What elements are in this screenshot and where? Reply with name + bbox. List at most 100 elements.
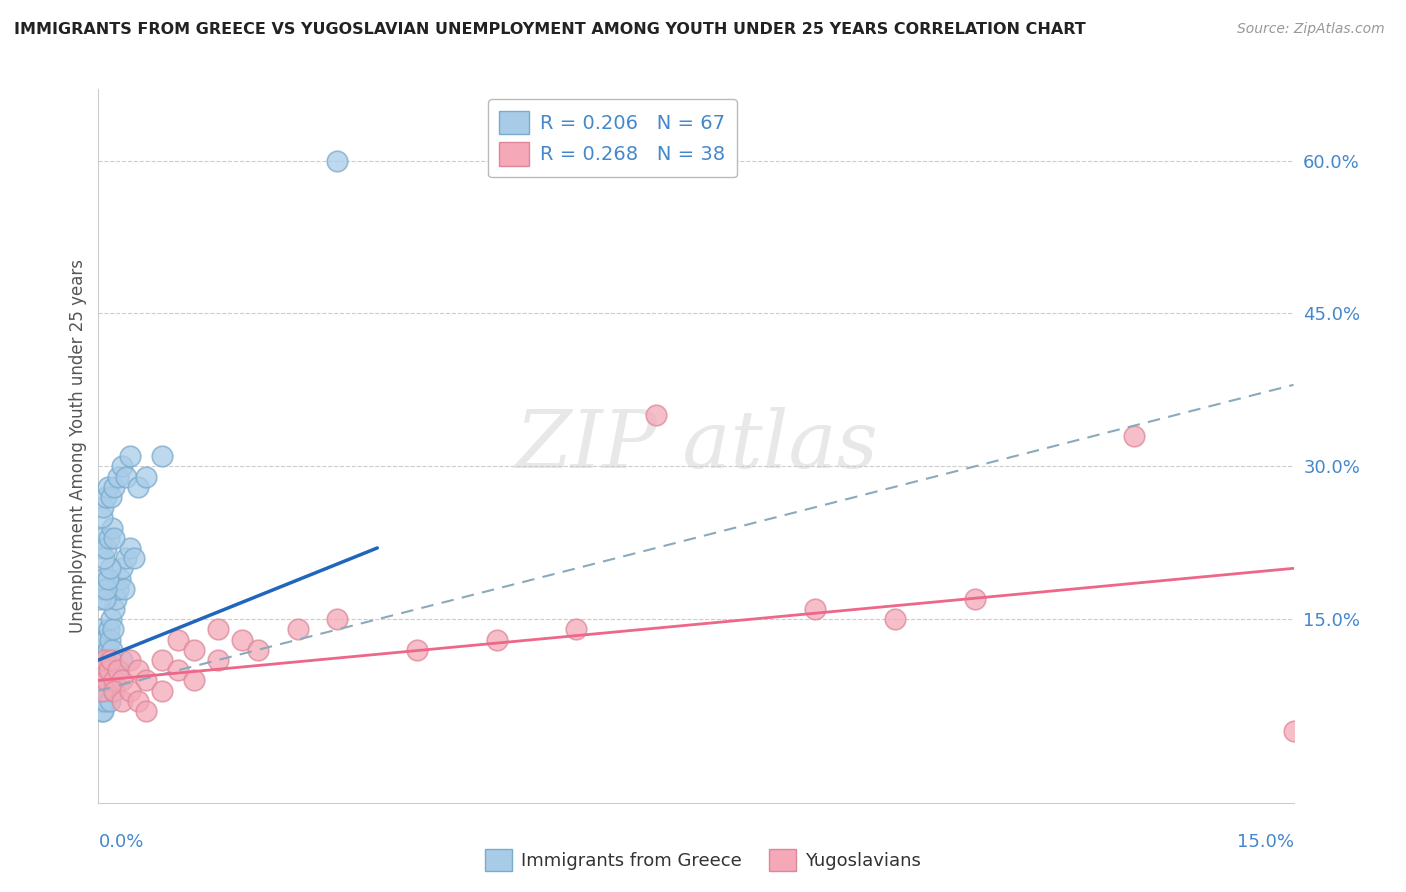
Point (94, 490, 117, 504)
Point (127, 663, 149, 677)
Text: Source: ZipAtlas.com: Source: ZipAtlas.com (1237, 22, 1385, 37)
Point (406, 643, 429, 657)
Point (91, 531, 114, 545)
Point (111, 694, 134, 708)
Point (565, 623, 588, 637)
Point (101, 643, 124, 657)
Y-axis label: Unemployment Among Youth under 25 years: Unemployment Among Youth under 25 years (69, 259, 87, 633)
Text: IMMIGRANTS FROM GREECE VS YUGOSLAVIAN UNEMPLOYMENT AMONG YOUTH UNDER 25 YEARS CO: IMMIGRANTS FROM GREECE VS YUGOSLAVIAN UN… (14, 22, 1085, 37)
Point (326, 612, 349, 626)
Point (103, 683, 125, 698)
Point (96, 582, 118, 596)
Point (94, 653, 117, 667)
Point (111, 653, 134, 667)
Point (104, 591, 127, 606)
Point (150, 653, 173, 667)
Point (89, 591, 111, 606)
Point (90, 653, 112, 667)
Point (167, 663, 190, 677)
Point (963, 591, 986, 606)
Point (112, 582, 135, 596)
Point (120, 449, 142, 463)
Point (91, 572, 114, 586)
Point (207, 653, 229, 667)
Legend: R = 0.206   N = 67, R = 0.268   N = 38: R = 0.206 N = 67, R = 0.268 N = 38 (488, 99, 737, 178)
Point (111, 673, 134, 688)
Point (115, 551, 138, 566)
Legend: Immigrants from Greece, Yugoslavians: Immigrants from Greece, Yugoslavians (478, 842, 928, 879)
Point (97, 643, 120, 657)
Point (100, 653, 122, 667)
Point (101, 520, 124, 534)
Point (91, 683, 114, 698)
Point (183, 673, 205, 688)
Point (115, 469, 138, 483)
Point (111, 459, 134, 474)
Point (1282, 724, 1305, 739)
Point (91, 500, 114, 515)
Text: 0.0%: 0.0% (98, 833, 143, 851)
Point (183, 643, 205, 657)
Point (94, 663, 117, 677)
Point (645, 409, 668, 423)
Point (96, 541, 118, 555)
Point (91, 704, 114, 718)
Point (101, 683, 124, 698)
Point (804, 602, 827, 616)
Point (103, 531, 125, 545)
Point (90, 673, 112, 688)
Point (107, 663, 129, 677)
Point (100, 612, 122, 626)
Point (98, 653, 121, 667)
Point (101, 623, 124, 637)
Point (93, 632, 115, 647)
Point (103, 480, 125, 494)
Point (103, 602, 125, 616)
Point (135, 469, 157, 483)
Point (135, 704, 157, 718)
Point (287, 623, 309, 637)
Point (97, 572, 120, 586)
Point (120, 541, 142, 555)
Point (884, 612, 907, 626)
Point (96, 673, 118, 688)
Point (98, 694, 122, 708)
Point (90, 541, 112, 555)
Point (231, 632, 253, 647)
Point (91, 694, 114, 708)
Text: 15.0%: 15.0% (1236, 833, 1294, 851)
Point (108, 572, 131, 586)
Point (246, 643, 269, 657)
Point (90, 510, 112, 524)
Point (89, 694, 111, 708)
Point (103, 673, 125, 688)
Point (150, 683, 173, 698)
Point (89, 623, 111, 637)
Point (127, 694, 149, 708)
Point (120, 683, 142, 698)
Point (120, 653, 142, 667)
Point (127, 480, 149, 494)
Point (100, 490, 122, 504)
Point (91, 663, 114, 677)
Point (90, 704, 112, 718)
Point (97, 663, 120, 677)
Point (103, 673, 125, 688)
Point (90, 663, 112, 677)
Point (93, 551, 115, 566)
Point (94, 694, 117, 708)
Point (90, 582, 112, 596)
Point (107, 663, 129, 677)
Point (98, 632, 122, 647)
Point (97, 480, 120, 494)
Point (94, 591, 117, 606)
Point (1123, 429, 1146, 443)
Point (107, 469, 129, 483)
Point (98, 561, 122, 575)
Point (326, 153, 349, 168)
Point (111, 561, 134, 575)
Point (90, 683, 112, 698)
Point (96, 632, 118, 647)
Point (150, 449, 173, 463)
Text: ZIP atlas: ZIP atlas (515, 408, 877, 484)
